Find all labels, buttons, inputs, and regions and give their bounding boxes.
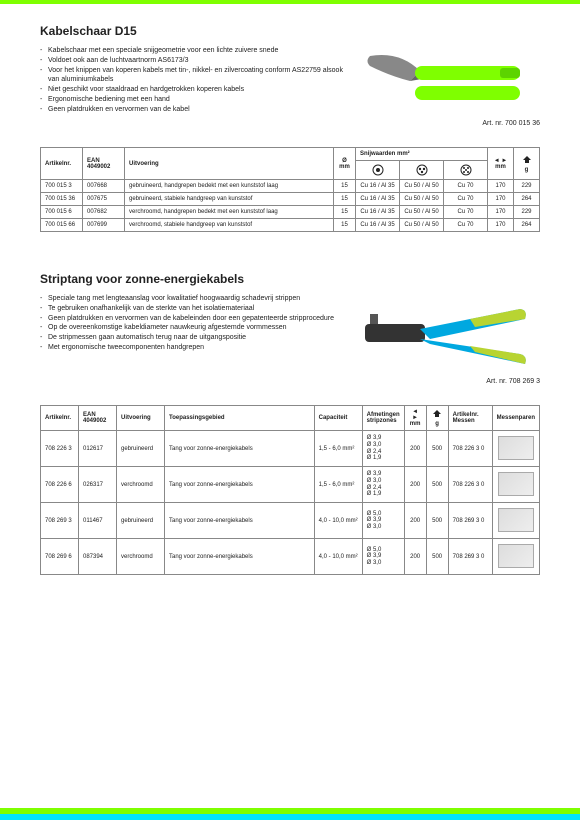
t2h1: EAN 4049002 xyxy=(79,406,117,431)
t2h3: Toepassingsgebied xyxy=(165,406,315,431)
table1-body: 700 015 3007668gebruineerd, handgrepen b… xyxy=(41,180,540,232)
feature-item: Op de overeenkomstige kabeldiameter nauw… xyxy=(40,323,348,333)
table-row: 708 269 3011467gebruineerdTang voor zonn… xyxy=(41,503,540,539)
table2-body: 708 226 3012617gebruineerdTang voor zonn… xyxy=(41,431,540,575)
th-cable2 xyxy=(400,161,444,180)
messen-diagram xyxy=(498,544,534,568)
feature-item: Ergonomische bediening met een hand xyxy=(40,95,348,105)
t2h5: Afmetingen stripzones xyxy=(362,406,404,431)
section1-artnr: Art. nr. 700 015 36 xyxy=(360,120,540,127)
section2-features: Speciale tang met lengteaanslag voor kwa… xyxy=(40,294,348,385)
table-kabelschaar: Artikelnr. EAN 4049002 Uitvoering Ø mm S… xyxy=(40,147,540,232)
section2-artnr: Art. nr. 708 269 3 xyxy=(360,378,540,385)
messen-diagram xyxy=(498,436,534,460)
section2-image: Art. nr. 708 269 3 xyxy=(360,294,540,385)
section1-image: Art. nr. 700 015 36 xyxy=(360,46,540,127)
section2-intro: Speciale tang met lengteaanslag voor kwa… xyxy=(40,294,540,385)
t2h0: Artikelnr. xyxy=(41,406,79,431)
th-uitvoering: Uitvoering xyxy=(125,148,334,180)
t2h2: Uitvoering xyxy=(117,406,165,431)
feature-item: Voor het knippen van koperen kabels met … xyxy=(40,66,348,86)
table-striptang: Artikelnr. EAN 4049002 Uitvoering Toepas… xyxy=(40,405,540,575)
th-artikelnr: Artikelnr. xyxy=(41,148,83,180)
t2h8: Artikelnr. Messen xyxy=(448,406,492,431)
t2h4: Capaciteit xyxy=(314,406,362,431)
messen-diagram xyxy=(498,508,534,532)
bar-cyan xyxy=(0,814,580,820)
table-row: 700 015 3007668gebruineerd, handgrepen b… xyxy=(41,180,540,193)
th-len: ◄ ► mm xyxy=(488,148,514,180)
scale-icon xyxy=(431,409,443,419)
table-row: 708 226 3012617gebruineerdTang voor zonn… xyxy=(41,431,540,467)
kabelschaar-icon xyxy=(360,46,530,116)
th-ean: EAN 4049002 xyxy=(83,148,125,180)
t2h6: ◄ ► mm xyxy=(404,406,426,431)
section2-title: Striptang voor zonne-energiekabels xyxy=(40,272,540,286)
feature-item: Met ergonomische tweecomponenten handgre… xyxy=(40,343,348,353)
section1-title: Kabelschaar D15 xyxy=(40,24,540,38)
bottom-accent-bars xyxy=(0,808,580,820)
feature-item: Geen platdrukken en vervormen van de kab… xyxy=(40,105,348,115)
th-cable3 xyxy=(444,161,488,180)
feature-item: De stripmessen gaan automatisch terug na… xyxy=(40,333,348,343)
table-row: 700 015 66007699verchroomd, stabiele han… xyxy=(41,219,540,232)
section-striptang: Striptang voor zonne-energiekabels Speci… xyxy=(40,272,540,575)
th-snij: Snijwaarden mm² xyxy=(356,148,488,161)
feature-item: Speciale tang met lengteaanslag voor kwa… xyxy=(40,294,348,304)
top-accent-bar xyxy=(0,0,580,4)
striptang-icon xyxy=(360,294,530,374)
feature-item: Kabelschaar met een speciale snijgeometr… xyxy=(40,46,348,56)
section1-features: Kabelschaar met een speciale snijgeometr… xyxy=(40,46,348,127)
table-row: 708 269 6087394verchroomdTang voor zonne… xyxy=(41,539,540,575)
feature-item: Niet geschikt voor staaldraad en hardget… xyxy=(40,85,348,95)
th-dia: Ø mm xyxy=(334,148,356,180)
messen-diagram xyxy=(498,472,534,496)
table-row: 700 015 6007682verchroomd, handgrepen be… xyxy=(41,206,540,219)
table-row: 700 015 36007675gebruineerd, stabiele ha… xyxy=(41,193,540,206)
feature-item: Te gebruiken onafhankelijk van de sterkt… xyxy=(40,304,348,314)
section-kabelschaar: Kabelschaar D15 Kabelschaar met een spec… xyxy=(40,24,540,232)
table-row: 708 226 6026317verchroomdTang voor zonne… xyxy=(41,467,540,503)
t2h7: g xyxy=(426,406,448,431)
section1-intro: Kabelschaar met een speciale snijgeometr… xyxy=(40,46,540,127)
feature-item: Geen platdrukken en vervormen van de kab… xyxy=(40,314,348,324)
th-g: g xyxy=(514,148,540,180)
th-cable1 xyxy=(356,161,400,180)
feature-item: Voldoet ook aan de luchtvaartnorm AS6173… xyxy=(40,56,348,66)
t2h9: Messenparen xyxy=(492,406,539,431)
scale-icon xyxy=(521,155,533,165)
